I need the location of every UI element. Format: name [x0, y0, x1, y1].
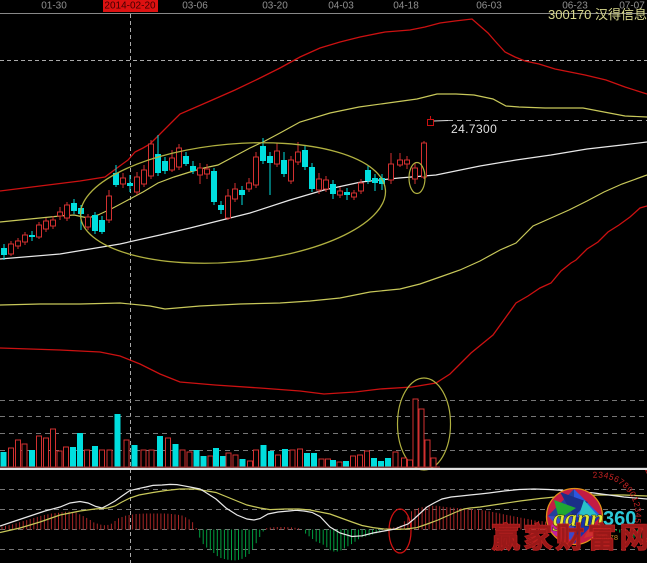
- svg-text:家: 家: [524, 521, 552, 553]
- svg-text:网: 网: [620, 522, 647, 553]
- svg-text:07-07: 07-07: [619, 1, 645, 12]
- svg-text:04-18: 04-18: [393, 1, 419, 12]
- svg-text:03-06: 03-06: [182, 1, 208, 12]
- svg-text:富: 富: [588, 521, 616, 553]
- svg-text:网: 网: [620, 522, 647, 553]
- svg-text:家: 家: [524, 521, 552, 553]
- svg-text:财: 财: [556, 522, 584, 553]
- svg-text:345678: 345678: [593, 533, 618, 542]
- svg-text:06-23: 06-23: [562, 1, 588, 12]
- svg-text:03-20: 03-20: [262, 1, 288, 12]
- svg-text:24.7300: 24.7300: [451, 122, 497, 136]
- svg-text:财: 财: [556, 522, 584, 553]
- svg-text:赢: 赢: [492, 521, 520, 553]
- svg-text:01-30: 01-30: [41, 1, 67, 12]
- svg-text:富: 富: [588, 521, 616, 553]
- svg-text:gann: gann: [552, 506, 604, 532]
- svg-text:04-03: 04-03: [328, 1, 354, 12]
- svg-text:360: 360: [603, 508, 636, 530]
- svg-text:赢: 赢: [492, 521, 520, 553]
- svg-text:300170 汉得信息: 300170 汉得信息: [548, 7, 647, 22]
- svg-text:06-03: 06-03: [476, 1, 502, 12]
- svg-text:2014-02-20: 2014-02-20: [104, 1, 156, 12]
